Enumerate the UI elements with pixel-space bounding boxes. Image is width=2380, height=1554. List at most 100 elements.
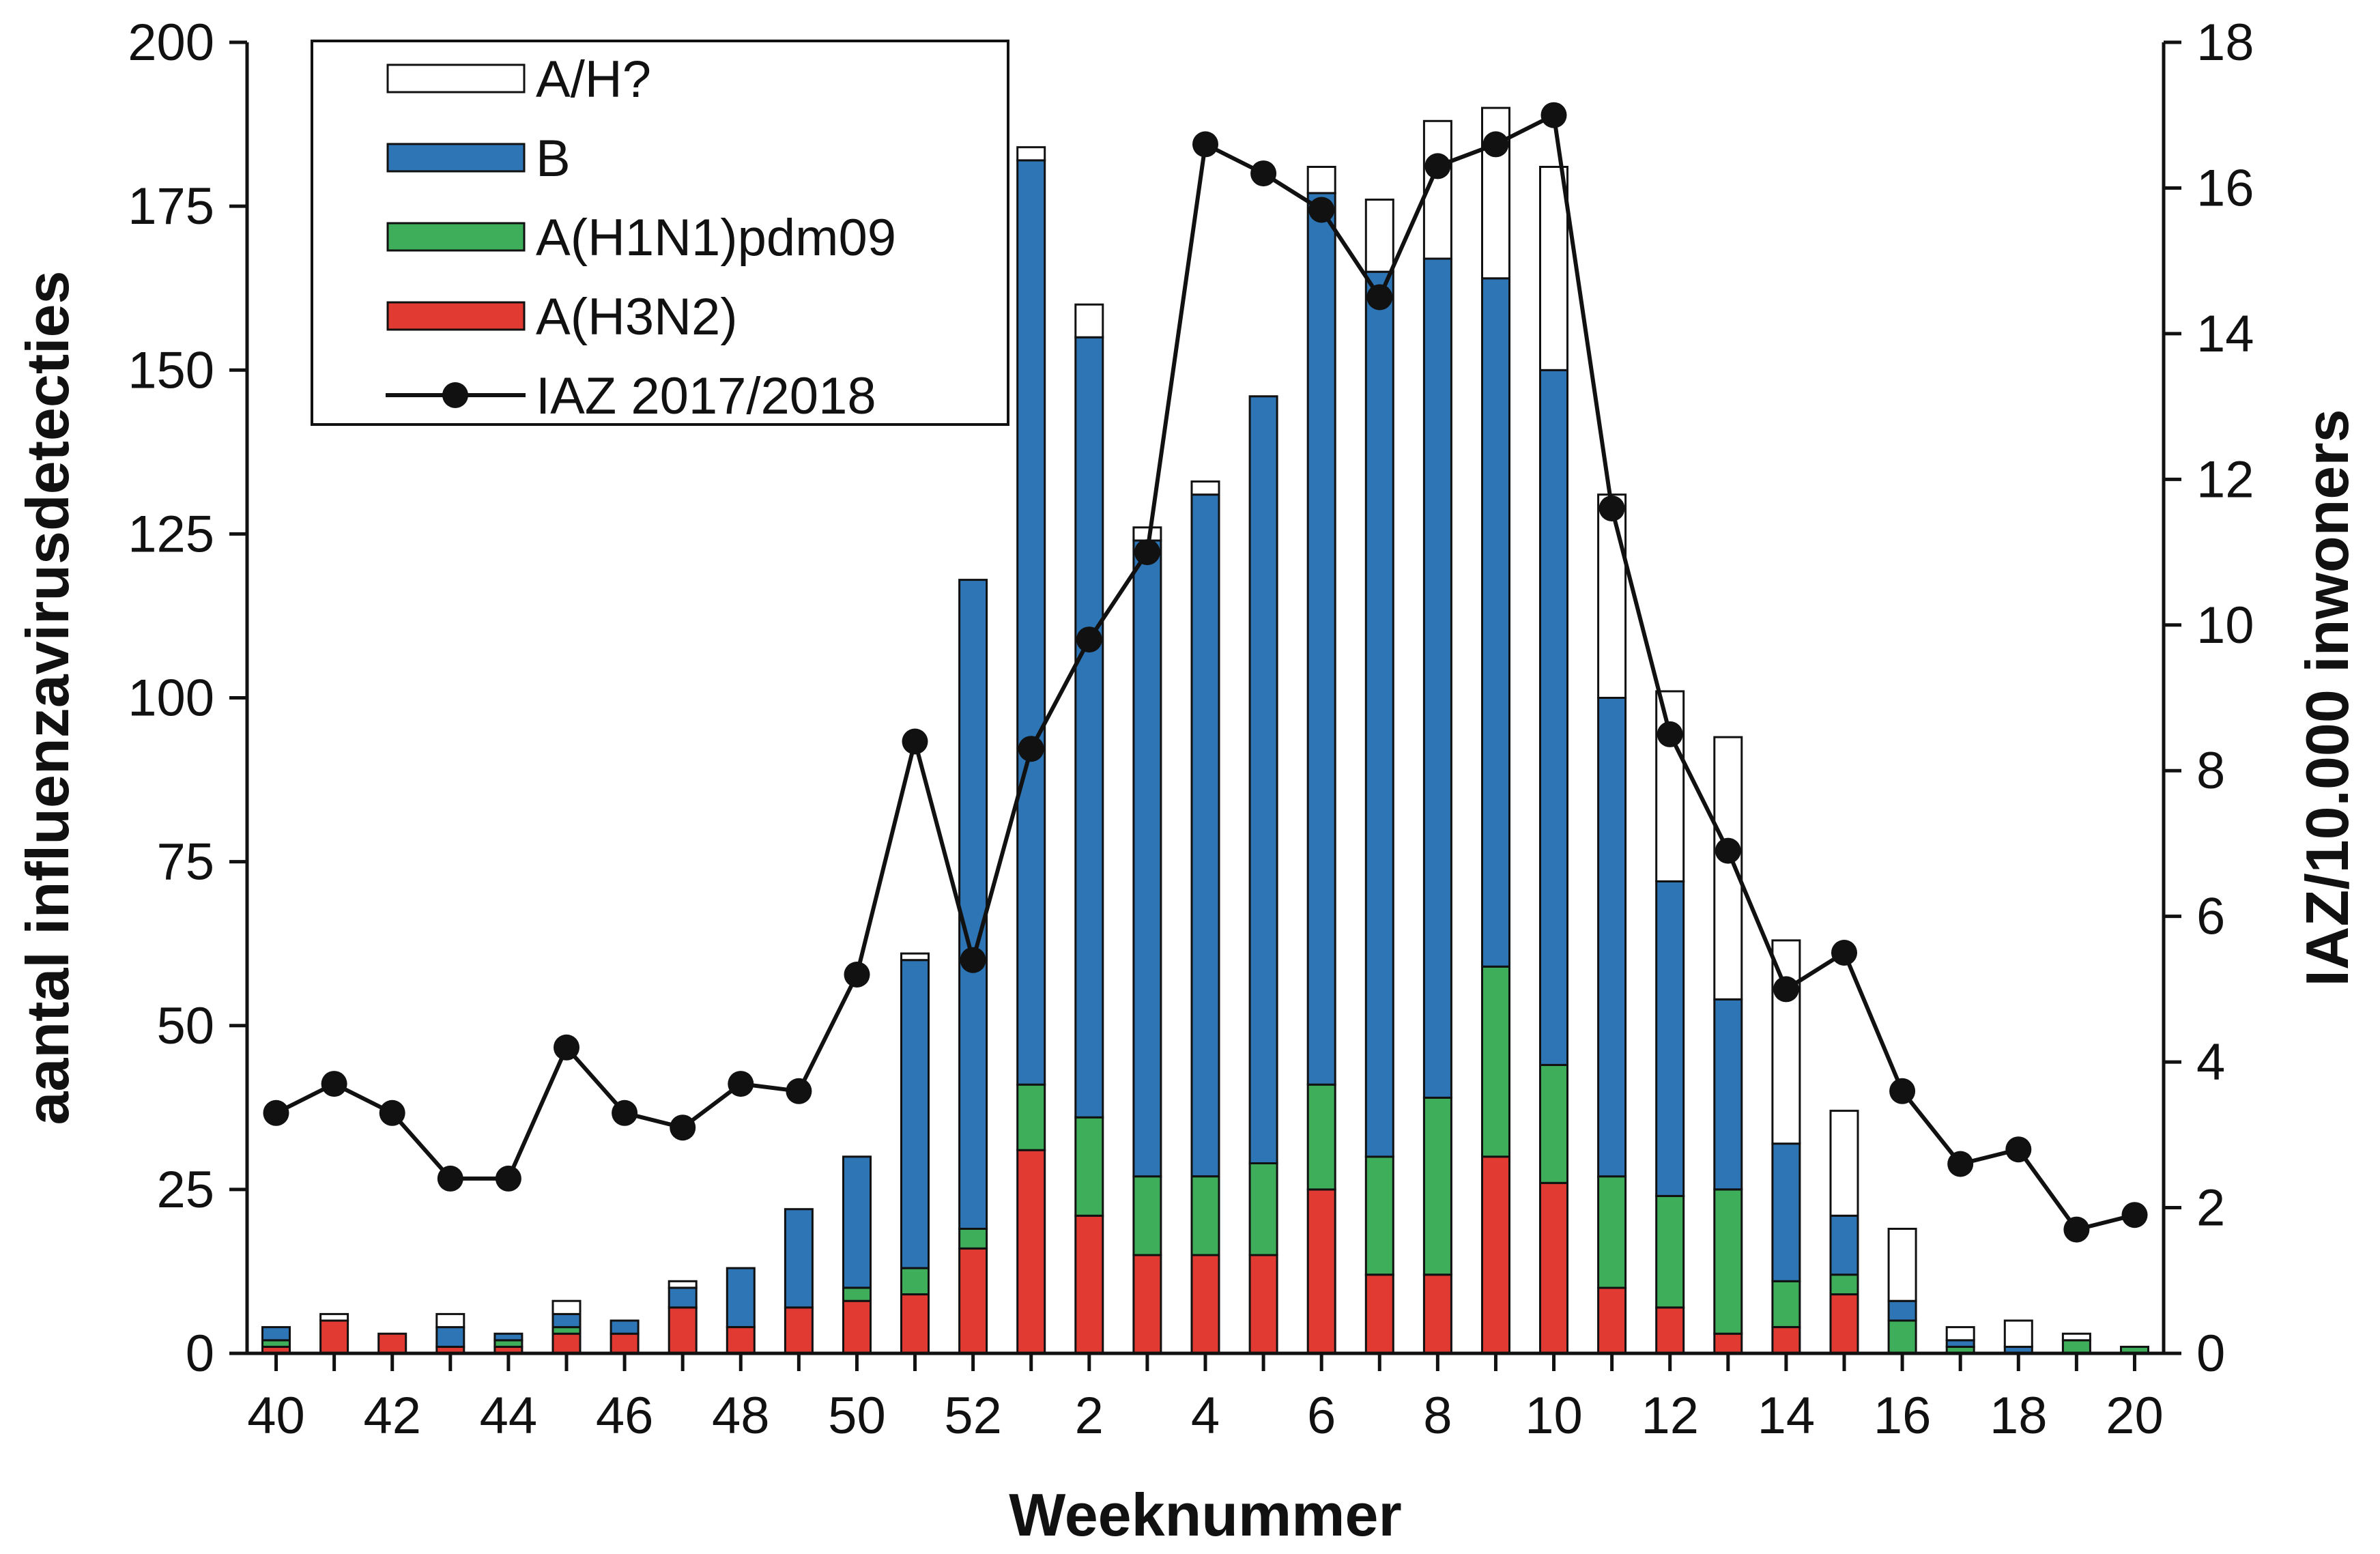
bar-a-h-week-47: [668, 1280, 698, 1289]
x-tick-label-8: 8: [1423, 1387, 1452, 1445]
iaz-point-week-9: [1482, 131, 1509, 158]
bar-a-h-week-10: [1539, 166, 1568, 371]
bar-a-h3n2-week-10: [1539, 1181, 1568, 1355]
iaz-point-week-16: [1889, 1078, 1916, 1104]
x-tick-label-14: 14: [1758, 1387, 1816, 1445]
iaz-point-week-51: [902, 728, 928, 755]
bar-b-week-4: [1190, 493, 1220, 1178]
bar-a-h1n1-pdm09-week-16: [1887, 1319, 1917, 1355]
bar-b-week-50: [842, 1155, 872, 1289]
bar-a-h-week-4: [1190, 480, 1220, 496]
legend-label-b: B: [536, 130, 571, 188]
y2-tick-label-14: 14: [2196, 305, 2254, 363]
bar-b-week-13: [1713, 998, 1743, 1191]
iaz-point-week-2: [1076, 627, 1102, 653]
bar-b-week-8: [1422, 257, 1452, 1099]
bar-a-h3n2-week-45: [551, 1332, 582, 1355]
bar-b-week-45: [551, 1312, 582, 1329]
iaz-point-week-40: [263, 1099, 289, 1126]
bar-a-h3n2-week-46: [610, 1332, 640, 1355]
bar-a-h1n1-pdm09-week-50: [842, 1286, 872, 1302]
y-tick-label-75: 75: [156, 833, 214, 891]
bar-a-h1n1-pdm09-week-13: [1713, 1188, 1743, 1335]
bar-a-h1n1-pdm09-week-10: [1539, 1063, 1568, 1184]
bar-a-h-week-14: [1771, 939, 1801, 1145]
y-tick-label-175: 175: [128, 177, 214, 235]
iaz-point-week-42: [379, 1099, 405, 1126]
bar-a-h1n1-pdm09-week-11: [1597, 1175, 1627, 1289]
y-tick-label-200: 200: [128, 14, 214, 72]
iaz-point-week-12: [1657, 721, 1683, 747]
bar-a-h-week-43: [435, 1312, 465, 1329]
bar-a-h-week-12: [1655, 690, 1685, 882]
x-tick-label-4: 4: [1191, 1387, 1220, 1445]
y-tick-label-25: 25: [156, 1161, 214, 1219]
bar-a-h3n2-week-41: [319, 1319, 349, 1355]
bar-a-h1n1-pdm09-week-51: [900, 1267, 930, 1295]
iaz-point-week-7: [1366, 284, 1393, 311]
y2-tick-label-10: 10: [2196, 596, 2254, 654]
bar-a-h-week-1: [1016, 146, 1046, 162]
bar-b-week-10: [1539, 369, 1568, 1066]
x-tick-label-48: 48: [712, 1387, 770, 1445]
bar-b-week-1: [1016, 159, 1046, 1086]
y-tick-label-100: 100: [128, 670, 214, 728]
bar-a-h3n2-week-51: [900, 1293, 930, 1355]
iaz-point-week-18: [2005, 1136, 2032, 1163]
iaz-point-week-11: [1598, 495, 1625, 521]
y2-tick-label-16: 16: [2196, 159, 2254, 217]
x-tick-label-42: 42: [363, 1387, 421, 1445]
legend-swatch-a-h3n2: [386, 301, 526, 331]
iaz-point-week-8: [1424, 153, 1451, 179]
bar-a-h1n1-pdm09-week-15: [1829, 1274, 1859, 1295]
legend-swatch-a-h1n1-pdm09: [386, 222, 526, 252]
bar-b-week-48: [726, 1267, 756, 1328]
x-tick-label-2: 2: [1075, 1387, 1104, 1445]
iaz-point-week-48: [728, 1071, 754, 1097]
y-tick-label-150: 150: [128, 341, 214, 399]
iaz-point-week-17: [1947, 1151, 1974, 1177]
y2-axis-title: IAZ/10.000 inwoners: [2293, 409, 2361, 986]
bar-a-h1n1-pdm09-week-8: [1422, 1096, 1452, 1276]
bar-a-h1n1-pdm09-week-19: [2061, 1339, 2091, 1355]
bar-a-h-week-16: [1887, 1228, 1917, 1302]
legend-swatch-a-h: [386, 63, 526, 93]
bar-a-h3n2-week-42: [377, 1332, 407, 1355]
iaz-point-week-49: [786, 1078, 812, 1104]
line-layer: [263, 102, 2148, 1243]
iaz-point-week-14: [1773, 976, 1799, 1003]
bar-a-h-week-45: [551, 1299, 582, 1315]
bar-b-week-46: [610, 1319, 640, 1335]
legend: A/H? B A(H1N1)pdm09 A(H3N2) IAZ 2017/2018: [311, 40, 1009, 426]
x-tick-label-46: 46: [596, 1387, 654, 1445]
bar-b-week-44: [493, 1332, 524, 1342]
bar-a-h3n2-week-12: [1655, 1306, 1685, 1355]
bar-b-week-2: [1074, 336, 1104, 1119]
bar-a-h-week-2: [1074, 303, 1104, 339]
bar-a-h3n2-week-13: [1713, 1332, 1743, 1355]
x-tick-label-20: 20: [2106, 1387, 2164, 1445]
y2-tick-label-18: 18: [2196, 14, 2254, 72]
bar-a-h-week-13: [1713, 736, 1743, 1001]
bar-b-week-49: [784, 1208, 814, 1309]
iaz-point-week-41: [321, 1071, 347, 1097]
legend-swatch-marker-iaz-2017-2018: [442, 382, 468, 408]
legend-label-a-h3n2: A(H3N2): [536, 288, 738, 346]
bar-a-h1n1-pdm09-week-5: [1248, 1162, 1278, 1256]
iaz-point-week-1: [1018, 736, 1044, 762]
bar-a-h3n2-week-11: [1597, 1286, 1627, 1355]
y2-tick-label-0: 0: [2196, 1325, 2225, 1383]
bar-a-h1n1-pdm09-week-9: [1481, 965, 1510, 1158]
bar-a-h1n1-pdm09-week-14: [1771, 1280, 1801, 1329]
bar-a-h3n2-week-5: [1248, 1254, 1278, 1355]
bar-b-week-47: [668, 1286, 698, 1309]
bar-a-h1n1-pdm09-week-4: [1190, 1175, 1220, 1256]
bar-a-h3n2-week-14: [1771, 1326, 1801, 1355]
bars-layer: [261, 106, 2149, 1355]
bar-a-h3n2-week-9: [1481, 1155, 1510, 1355]
legend-label-a-h: A/H?: [536, 51, 651, 109]
bar-a-h3n2-week-50: [842, 1299, 872, 1355]
bar-b-week-52: [958, 579, 988, 1230]
bar-b-week-3: [1132, 539, 1162, 1178]
